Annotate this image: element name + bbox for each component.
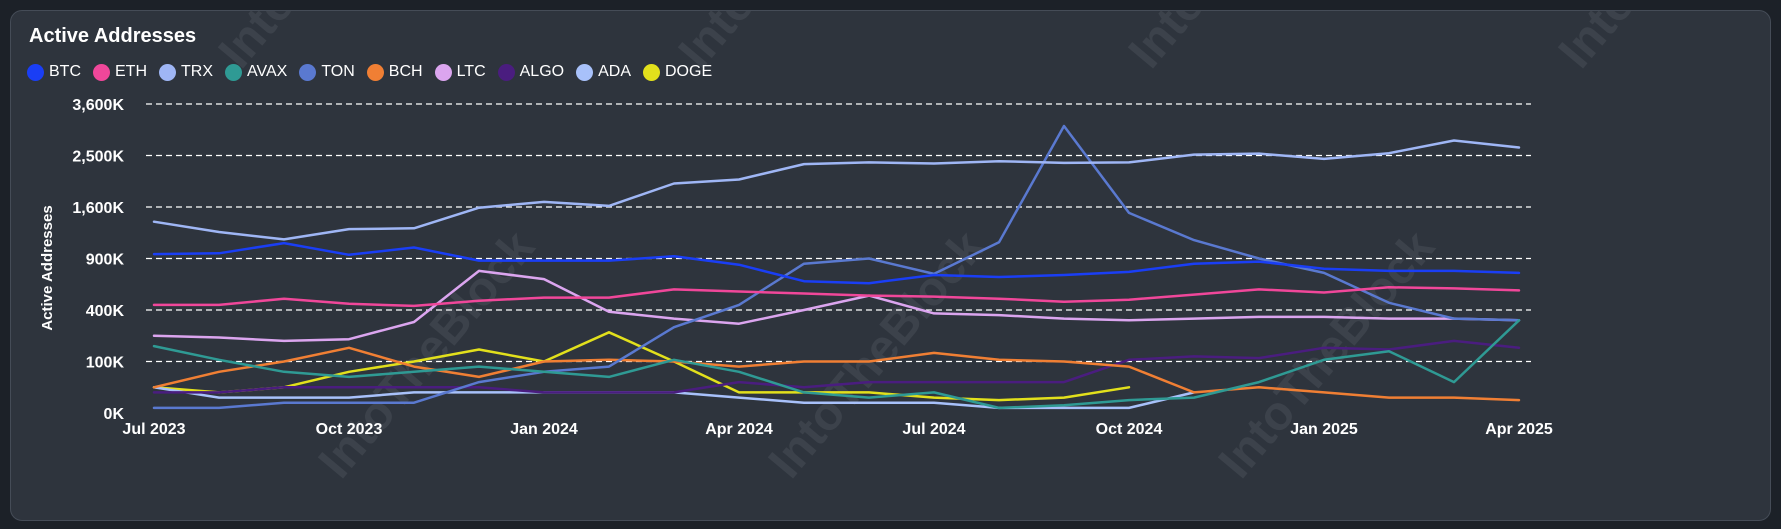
chart-title: Active Addresses xyxy=(29,25,197,47)
line-chart[interactable]: IntoTheBlockIntoTheBlockIntoTheBlockInto… xyxy=(11,11,1770,520)
series-line-trx[interactable] xyxy=(152,139,1521,241)
series-line-eth[interactable] xyxy=(152,286,1521,308)
legend-item-ton[interactable]: TON xyxy=(299,63,355,81)
legend-label: TRX xyxy=(181,63,213,80)
series-line-ltc[interactable] xyxy=(152,269,1521,343)
svg-text:IntoTheBlock: IntoTheBlock xyxy=(1119,11,1355,78)
chart-card: IntoTheBlockIntoTheBlockIntoTheBlockInto… xyxy=(10,10,1771,521)
y-tick-label: 1,600K xyxy=(72,200,124,217)
legend-item-bch[interactable]: BCH xyxy=(366,63,423,81)
y-tick-label: 0K xyxy=(104,406,125,423)
x-tick-label: Oct 2023 xyxy=(316,421,383,438)
series-line-algo[interactable] xyxy=(152,339,1521,394)
legend-swatch xyxy=(27,63,44,81)
y-tick-label: 3,600K xyxy=(72,97,124,114)
y-tick-label: 2,500K xyxy=(72,149,124,166)
watermark: IntoTheBlock xyxy=(1119,11,1355,78)
legend-label: TON xyxy=(321,63,355,80)
x-tick-label: Jul 2023 xyxy=(122,421,185,438)
legend-label: LTC xyxy=(456,63,486,80)
legend-label: DOGE xyxy=(665,63,713,80)
y-axis-label: Active Addresses xyxy=(39,205,56,330)
legend-item-doge[interactable]: DOGE xyxy=(643,63,712,81)
series-line-btc[interactable] xyxy=(152,241,1521,285)
legend-swatch xyxy=(643,63,660,81)
legend-swatch xyxy=(159,63,176,81)
legend-swatch xyxy=(576,63,594,81)
legend-item-ltc[interactable]: LTC xyxy=(434,63,486,81)
legend-swatch xyxy=(497,63,515,81)
legend-label: BTC xyxy=(49,63,81,80)
legend-label: ETH xyxy=(115,63,147,80)
x-tick-label: Apr 2024 xyxy=(705,421,773,438)
legend-item-btc[interactable]: BTC xyxy=(27,63,81,81)
legend-item-algo[interactable]: ALGO xyxy=(497,63,565,81)
watermark: IntoTheBlock xyxy=(1549,11,1770,78)
legend-item-trx[interactable]: TRX xyxy=(159,63,213,81)
series-lines[interactable] xyxy=(152,124,1521,410)
legend-swatch xyxy=(366,63,384,81)
legend-swatch xyxy=(225,63,242,81)
x-tick-label: Jul 2024 xyxy=(902,421,965,438)
legend-label: BCH xyxy=(388,63,423,80)
watermarks: IntoTheBlockIntoTheBlockIntoTheBlockInto… xyxy=(209,11,1770,488)
legend-item-avax[interactable]: AVAX xyxy=(225,63,287,81)
legend: BTC ETH TRX AVAX TON BCH LTC ALGO ADA DOGE xyxy=(27,63,724,81)
x-axis: Jul 2023 Oct 2023 Jan 2024 Apr 2024 Jul 2024… xyxy=(122,421,1552,438)
legend-label: AVAX xyxy=(247,63,288,80)
series-line-avax[interactable] xyxy=(152,319,1521,410)
legend-swatch xyxy=(93,63,110,81)
legend-swatch xyxy=(434,63,452,81)
legend-swatch xyxy=(299,63,317,81)
x-tick-label: Jan 2024 xyxy=(510,421,578,438)
legend-label: ALGO xyxy=(519,63,565,80)
y-tick-label: 100K xyxy=(86,355,125,372)
x-tick-label: Jan 2025 xyxy=(1290,421,1358,438)
x-tick-label: Apr 2025 xyxy=(1485,421,1553,438)
legend-label: ADA xyxy=(598,63,631,80)
svg-text:IntoTheBlock: IntoTheBlock xyxy=(1549,11,1770,78)
legend-item-ada[interactable]: ADA xyxy=(576,63,631,81)
y-tick-label: 900K xyxy=(86,252,125,269)
y-axis: 0K 100K 400K 900K 1,600K 2,500K 3,600K xyxy=(72,97,124,423)
y-tick-label: 400K xyxy=(86,303,125,320)
legend-item-eth[interactable]: ETH xyxy=(93,63,147,81)
series-line-doge[interactable] xyxy=(152,331,1131,402)
series-line-bch[interactable] xyxy=(152,346,1521,402)
x-tick-label: Oct 2024 xyxy=(1096,421,1163,438)
